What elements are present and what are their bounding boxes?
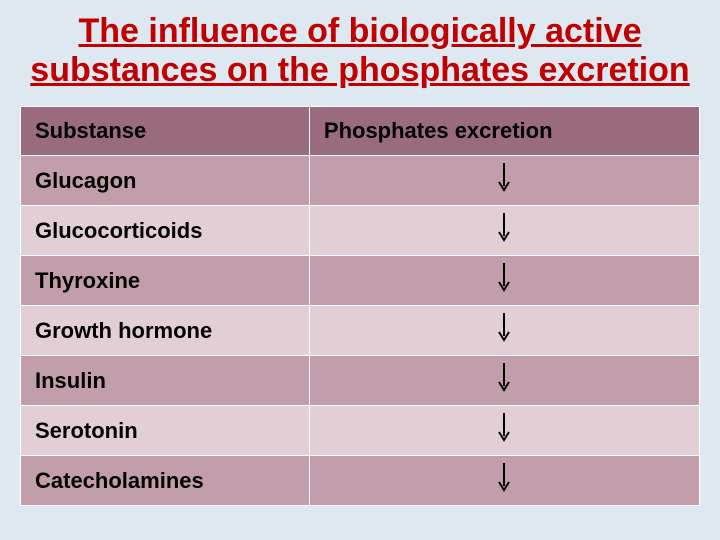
table-row: Growth hormone [21,306,700,356]
table-row: Insulin [21,356,700,406]
table-row: Catecholamines [21,456,700,506]
phosphate-table: Substanse Phosphates excretion Glucagon … [20,106,700,506]
col-substance: Substanse [21,107,310,156]
row-name: Glucocorticoids [21,206,310,256]
arrow-down-icon [309,456,699,506]
table-row: Serotonin [21,406,700,456]
arrow-down-icon [309,306,699,356]
arrow-down-icon [309,156,699,206]
row-name: Catecholamines [21,456,310,506]
arrow-down-icon [309,406,699,456]
row-name: Insulin [21,356,310,406]
col-excretion: Phosphates excretion [309,107,699,156]
table-row: Glucagon [21,156,700,206]
slide: The influence of biologically active sub… [0,0,720,540]
row-name: Serotonin [21,406,310,456]
arrow-down-icon [309,206,699,256]
table-row: Thyroxine [21,256,700,306]
row-name: Thyroxine [21,256,310,306]
row-name: Growth hormone [21,306,310,356]
slide-title: The influence of biologically active sub… [20,12,700,90]
arrow-down-icon [309,256,699,306]
row-name: Glucagon [21,156,310,206]
table-row: Glucocorticoids [21,206,700,256]
table-header-row: Substanse Phosphates excretion [21,107,700,156]
arrow-down-icon [309,356,699,406]
